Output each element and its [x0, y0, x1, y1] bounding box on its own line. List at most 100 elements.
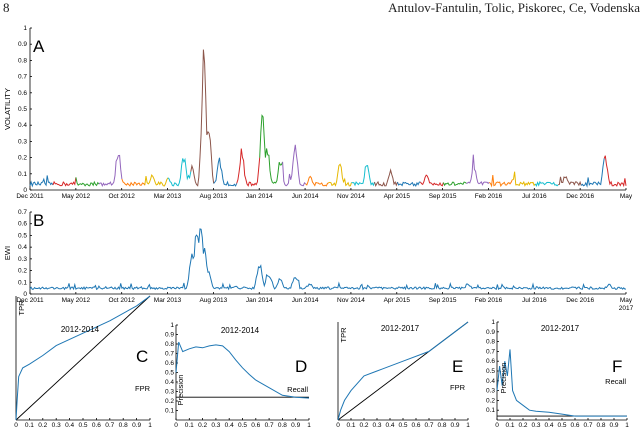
volatility-series — [442, 181, 467, 187]
x-tick-label: 0.3 — [52, 422, 61, 429]
panel-A — [29, 27, 627, 191]
page-header: 8 Antulov-Fantulin, Tolic, Piskorec, Ce,… — [0, 0, 640, 20]
x-tick-label: 0.4 — [65, 422, 74, 429]
volatility-series — [351, 165, 375, 187]
random-baseline-C — [15, 295, 151, 421]
x-tick-label: 0.6 — [570, 422, 579, 429]
x-tick-label: 0.8 — [119, 422, 128, 429]
volatility-series — [603, 155, 627, 188]
volatility-series — [259, 114, 284, 184]
x-tick-label: Feb 2016 — [475, 297, 503, 304]
page-number: 8 — [3, 0, 10, 15]
y-tick-label: 0.4 — [18, 244, 27, 251]
y-tick-label: 0.6 — [18, 90, 27, 97]
volatility-series — [397, 181, 421, 188]
x-tick-label: 0.2 — [359, 422, 368, 429]
y-tick-label: 0.2 — [165, 398, 174, 405]
x-tick-label: 0.7 — [265, 422, 274, 429]
x-tick-label: 0.7 — [583, 422, 592, 429]
x-tick-label: 0.1 — [505, 422, 514, 429]
x-tick-label: May 2012 — [62, 193, 91, 200]
y-tick-label: 0.1 — [18, 171, 27, 178]
volatility-series — [488, 175, 513, 188]
volatility-series — [305, 175, 329, 187]
x-tick-label: 0.9 — [450, 422, 459, 429]
volatility-series — [512, 171, 536, 187]
x-tick-label: 0.9 — [291, 422, 300, 429]
y-tick-label: 1 — [23, 25, 27, 32]
panel-letter-C: C — [136, 347, 148, 366]
x-tick-label: May — [620, 297, 633, 304]
x-tick-label: 0.7 — [105, 422, 114, 429]
x-tick-label: 0.3 — [372, 422, 381, 429]
volatility-series — [121, 178, 146, 187]
x-tick-label: May — [620, 193, 633, 200]
x-tick-label: 0.8 — [278, 422, 287, 429]
x-tick-label: 0.4 — [225, 422, 234, 429]
volatility-series — [419, 174, 444, 187]
y-tick-label: 0.3 — [165, 389, 174, 396]
volatility-series — [75, 177, 100, 187]
y-axis-label: VOLATILITY — [3, 88, 12, 130]
y-tick-label: 0 — [23, 291, 27, 298]
x-tick-label: Apr 2015 — [384, 297, 411, 304]
y-tick-label: 0.1 — [18, 279, 27, 286]
y-tick-label: 0.2 — [486, 397, 495, 404]
y-tick-label: 0.3 — [486, 388, 495, 395]
panel-B — [29, 211, 627, 295]
x-tick-label: 0.7 — [424, 422, 433, 429]
x-tick-label: 0.6 — [251, 422, 260, 429]
y-axis-label-C: TPR — [17, 300, 26, 316]
x-tick-label: Dec 2011 — [16, 193, 44, 200]
panel-E — [337, 321, 469, 421]
x-tick-label: 0.6 — [92, 422, 101, 429]
panel-title-C: 2012-2014 — [61, 325, 100, 334]
x-tick-label: 0.3 — [211, 422, 220, 429]
panel-letter-E: E — [452, 357, 463, 376]
y-tick-label: 0.6 — [18, 221, 27, 228]
volatility-series — [328, 163, 352, 187]
x-tick-label: 0.5 — [238, 422, 247, 429]
panel-letter-F: F — [612, 357, 622, 376]
x-tick-label: Jul 2016 — [522, 193, 547, 200]
volatility-series — [52, 177, 77, 187]
y-tick-label: 0.8 — [486, 339, 495, 346]
x-tick-label: Dec 2016 — [566, 297, 594, 304]
x-tick-label: Oct 2012 — [108, 193, 135, 200]
panel-D — [175, 324, 310, 421]
x-tick-label: Feb 2016 — [475, 193, 503, 200]
y-tick-label: 0.7 — [18, 74, 27, 81]
x-tick-label: May 2012 — [62, 297, 91, 304]
y-tick-label: 0.5 — [165, 370, 174, 377]
x-tick-label: 0.5 — [78, 422, 87, 429]
y-tick-label: 0.1 — [165, 408, 174, 415]
x-tick-label: Aug 2013 — [199, 193, 227, 200]
curve-C — [15, 295, 151, 421]
y-tick-label: 0.5 — [18, 106, 27, 113]
y-tick-label: 0.6 — [165, 360, 174, 367]
x-tick-label: 0.1 — [185, 422, 194, 429]
y-tick-label: 0.4 — [486, 378, 495, 385]
y-tick-label: 0.2 — [18, 155, 27, 162]
x-tick-label: 0.4 — [544, 422, 553, 429]
volatility-series — [558, 176, 582, 187]
x-tick-label: 0 — [495, 422, 499, 429]
panel-title-D: 2012-2014 — [221, 326, 260, 335]
x-tick-label: 0.2 — [198, 422, 207, 429]
panel-title-E: 2012-2017 — [381, 324, 420, 333]
x-tick-label: Sep 2015 — [429, 193, 457, 200]
volatility-series — [534, 180, 559, 187]
x-tick-label: Aug 2013 — [199, 297, 227, 304]
y-tick-label: 0.5 — [486, 368, 495, 375]
x-tick-label: Mar 2013 — [154, 193, 182, 200]
y-tick-label: 0.4 — [18, 122, 27, 129]
x-tick-label: Jul 2016 — [522, 297, 547, 304]
y-tick-label: 0.8 — [18, 57, 27, 64]
volatility-series — [29, 175, 54, 188]
volatility-series — [213, 157, 238, 187]
x-tick-label: 1 — [148, 422, 152, 429]
x-tick-label: Mar 2013 — [154, 297, 182, 304]
x-axis-label-E: FPR — [450, 383, 466, 392]
x-tick-label: 0 — [14, 422, 18, 429]
